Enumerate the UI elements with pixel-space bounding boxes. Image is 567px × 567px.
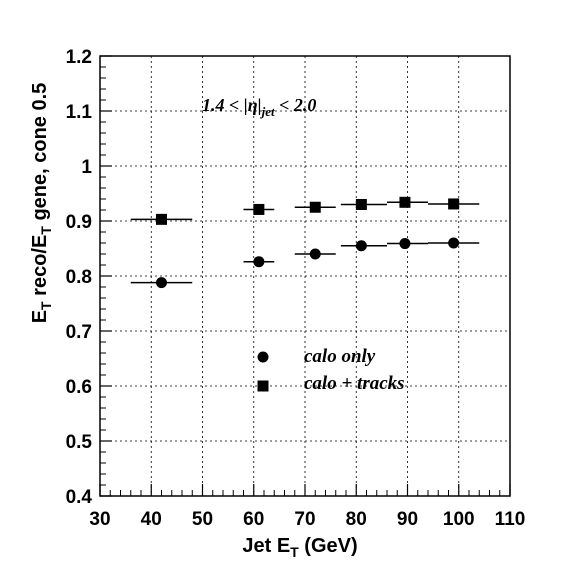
legend-marker-calo-only [257, 351, 269, 363]
x-tick-label: 50 [192, 509, 213, 530]
x-tick-label: 100 [443, 509, 475, 530]
x-tick-label: 110 [495, 509, 526, 530]
y-tick-label: 0.9 [66, 212, 92, 233]
grid [100, 56, 510, 496]
x-tick-label: 80 [346, 509, 367, 530]
legend-marker-calo-tracks [257, 380, 269, 392]
axis-ticks: 30 40 50 60 70 80 90 100 110 0.4 0.5 0.6 0.7 0.8 0.9 1 1… [66, 47, 526, 530]
calo-tracks-point [399, 196, 411, 208]
x-tick-label: 60 [243, 509, 264, 530]
y-tick-label: 0.4 [66, 487, 93, 508]
calo-tracks-point [355, 199, 367, 210]
y-axis-title: ET reco/ET gene, cone 0.5 [29, 83, 54, 324]
data-points [130, 196, 480, 289]
calo-tracks-point [156, 213, 167, 225]
calo-only-point [355, 240, 367, 252]
y-tick-label: 1.2 [66, 47, 92, 68]
legend-label-calo-tracks: calo + tracks [304, 373, 405, 394]
x-tick-label: 40 [141, 509, 162, 530]
y-tick-label: 0.5 [66, 432, 93, 453]
legend-label-calo-only: calo only [304, 346, 376, 367]
y-tick-label: 0.6 [66, 377, 92, 398]
x-tick-label: 70 [294, 509, 315, 530]
y-tick-label: 1.1 [66, 102, 93, 123]
calo-only-point [399, 238, 411, 250]
x-axis-title: Jet ET (GeV) [242, 535, 357, 560]
calo-tracks-point [253, 203, 265, 215]
y-tick-label: 0.8 [66, 267, 92, 288]
calo-only-point [309, 248, 321, 260]
calo-only-point [156, 277, 167, 289]
eta-range-annotation: 1.4 < |η|jet < 2.0 [202, 95, 316, 119]
x-tick-label: 90 [397, 509, 418, 530]
y-tick-label: 0.7 [66, 322, 92, 343]
y-tick-label: 1 [81, 157, 92, 178]
calo-only-point [448, 237, 460, 249]
calo-only-point [253, 256, 265, 268]
legend: calo only calo + tracks [257, 346, 405, 394]
calo-tracks-point [309, 201, 321, 213]
x-tick-label: 30 [89, 509, 110, 530]
calo-tracks-point [448, 198, 460, 210]
